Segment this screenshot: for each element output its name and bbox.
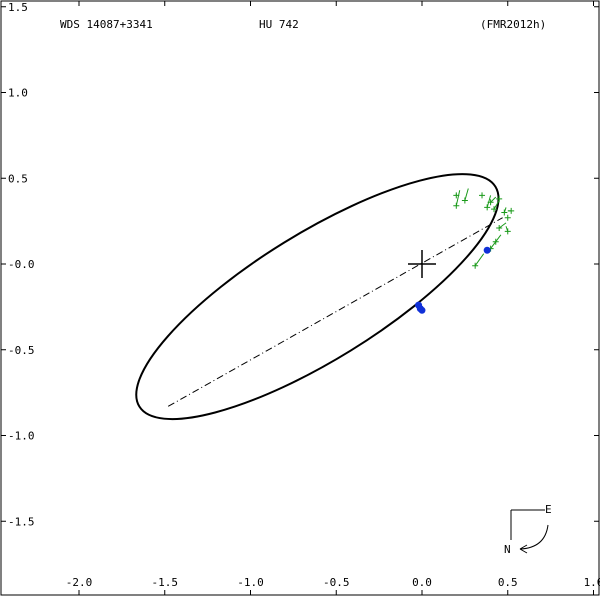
residual-line	[464, 188, 469, 201]
x-tick-label: 1.0	[584, 576, 600, 589]
orbit-layer	[135, 173, 503, 421]
header-wds: WDS 14087+3341	[60, 18, 153, 31]
x-tick-label: -1.5	[152, 576, 179, 589]
line-of-nodes	[167, 217, 503, 407]
y-tick-label: -1.5	[8, 515, 35, 528]
observation-point	[504, 214, 511, 221]
header-name: HU 742	[259, 18, 299, 31]
observation-point	[492, 238, 499, 245]
observation-point	[508, 207, 515, 214]
compass-east-label: E	[545, 503, 552, 516]
compass-rotation-arrow	[519, 524, 549, 550]
orbit-ellipse	[135, 173, 500, 421]
x-tick-label: -0.5	[323, 576, 350, 589]
observation-point	[479, 192, 486, 199]
residual-line	[486, 195, 492, 208]
compass: E N	[504, 503, 552, 556]
x-tick-label: -2.0	[66, 576, 93, 589]
y-tick-label: -1.0	[8, 430, 35, 443]
residual-line	[490, 196, 497, 203]
observation-point	[491, 206, 498, 213]
y-tick-label: 1.0	[8, 87, 28, 100]
residual-line	[493, 200, 500, 210]
y-tick-label: -0.0	[8, 258, 35, 271]
highlighted-point	[418, 306, 426, 314]
residual-line	[490, 241, 497, 249]
y-tick-label: 0.5	[8, 172, 28, 185]
residual-line	[498, 222, 507, 229]
primary-star-marker	[408, 250, 436, 278]
observation-point	[487, 199, 494, 206]
observation-point	[496, 224, 503, 231]
x-tick-label: 0.0	[412, 576, 432, 589]
y-tick-label: -0.5	[8, 344, 35, 357]
compass-arrow-head	[519, 544, 528, 554]
compass-north-label: N	[504, 543, 511, 556]
observation-point	[496, 195, 503, 202]
highlighted-point	[483, 246, 491, 254]
observation-point	[453, 192, 460, 199]
observation-point	[461, 197, 468, 204]
observation-point	[453, 202, 460, 209]
primary-star-layer	[408, 250, 436, 278]
observation-point	[504, 228, 511, 235]
observation-layer	[453, 192, 515, 269]
residual-line	[474, 253, 485, 267]
highlight-layer	[415, 246, 491, 314]
x-tick-label: -1.0	[237, 576, 264, 589]
observation-point	[472, 262, 479, 269]
observation-point	[501, 209, 508, 216]
residual-line	[495, 234, 502, 243]
x-tick-label: 0.5	[498, 576, 518, 589]
compass-east-arm	[510, 509, 545, 540]
observation-point	[484, 204, 491, 211]
header-reference: (FMR2012h)	[480, 18, 546, 31]
y-tick-label: 1.5	[8, 1, 28, 14]
residual-line	[455, 190, 461, 206]
